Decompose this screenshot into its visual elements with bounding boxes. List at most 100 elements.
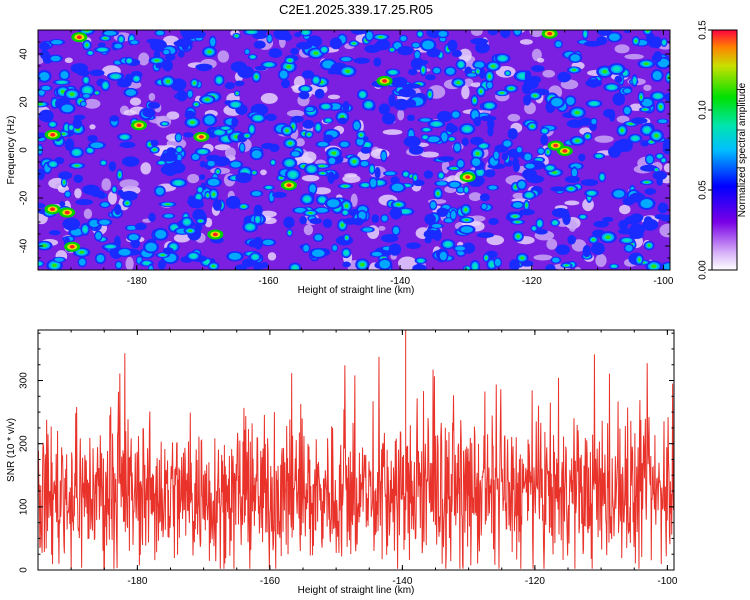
spectrogram-blob [183, 227, 198, 235]
spectrogram-blob [451, 49, 462, 58]
spectrogram-blob [111, 185, 118, 194]
spectrogram-blob [117, 189, 124, 196]
spectrogram-low-patch [301, 174, 320, 182]
spectrogram-blob [289, 150, 302, 158]
spectrogram-blob [660, 37, 668, 47]
spectrogram-blob [650, 91, 666, 101]
spectrogram-blob [368, 176, 378, 190]
spectrogram-blob [447, 39, 458, 52]
spectrogram-blob [234, 90, 241, 97]
spectrogram-blob [254, 65, 267, 71]
spectrogram-blob [388, 46, 396, 53]
spectrogram-blob [482, 253, 490, 263]
spectrogram-blob [338, 56, 354, 63]
spectrogram-blob [337, 117, 348, 125]
spectrogram-blob [599, 231, 617, 244]
spectrogram-blob [476, 232, 495, 239]
spectrogram-blob [323, 134, 334, 143]
spectrogram-blob [564, 175, 581, 184]
spectrogram-blobs [38, 30, 670, 270]
spectrogram-blob [385, 68, 401, 77]
spectrogram-blob [582, 244, 591, 258]
spectrogram-blob [436, 30, 450, 39]
spectrogram-blob [268, 190, 275, 204]
spectrogram-blob [596, 35, 608, 46]
spectrogram-blob [64, 190, 72, 198]
spectrogram-blob [611, 188, 627, 200]
spectrogram-blob [479, 193, 490, 202]
spectrogram-blob [554, 39, 563, 49]
spectrogram-low-patch [119, 179, 139, 189]
spectrogram-blob [232, 32, 241, 39]
spectrogram-blob [419, 63, 427, 77]
spectrogram-blob [307, 182, 318, 195]
spectrogram-blob [94, 230, 103, 242]
spectrogram-low-patch [397, 256, 417, 270]
spectrogram-x-label: Height of straight line (km) [298, 285, 415, 296]
spectrogram-blob [612, 92, 626, 106]
spectrogram-blob [635, 254, 644, 266]
spectrogram-blob [38, 109, 54, 123]
spectrogram-blob [560, 262, 573, 268]
spectrogram-blob [570, 166, 579, 179]
spectrogram-blob [248, 239, 260, 248]
spectrogram-blob [160, 75, 176, 88]
spectrogram-blob [512, 162, 520, 173]
spectrogram-low-patch [594, 135, 614, 143]
spectrogram-blob [299, 216, 307, 225]
snr-x-label: Height of straight line (km) [298, 585, 415, 596]
spectrogram-blob [249, 190, 264, 198]
spectrogram-blob [653, 51, 662, 63]
spectrogram-blob [82, 75, 91, 85]
spectrogram-peak [459, 172, 476, 183]
spectrogram-blob [260, 238, 277, 247]
spectrogram-blob [390, 207, 403, 220]
snr-y-label: SNR (10 * v/v) [6, 418, 17, 482]
spectrogram-blob [81, 93, 92, 99]
spectrogram-blob [106, 72, 125, 81]
spectrogram-blob [329, 37, 343, 50]
spectrogram-blob [481, 100, 498, 111]
spectrogram-blob [420, 126, 433, 133]
spectrogram-blob [38, 101, 50, 108]
y-tick-label: 0 [19, 147, 30, 153]
spectrogram-blob [414, 257, 427, 265]
spectrogram-blob [154, 30, 166, 37]
spectrogram-blob [122, 198, 133, 208]
spectrogram-blob [356, 130, 366, 140]
spectrogram-blob [629, 231, 644, 240]
spectrogram-blob [524, 70, 532, 83]
spectrogram-blob [235, 172, 252, 184]
spectrogram-blob [302, 209, 319, 217]
spectrogram-low-patch [342, 174, 361, 183]
spectrogram-blob [536, 147, 546, 156]
spectrogram-peak [556, 145, 573, 156]
spectrogram-blob [630, 117, 648, 125]
spectrogram-blob [58, 171, 73, 180]
spectrogram-blob [582, 30, 589, 40]
spectrogram-low-patch [267, 252, 277, 261]
spectrogram-blob [175, 153, 183, 162]
spectrogram-blob [485, 61, 501, 72]
spectrogram-blob [429, 200, 438, 211]
spectrogram-blob [655, 100, 666, 113]
spectrogram-low-patch [350, 193, 358, 207]
spectrogram-blob [115, 247, 134, 258]
spectrogram-low-patch [173, 233, 191, 243]
spectrogram-blob [238, 142, 246, 154]
x-tick-label: -160 [260, 576, 280, 587]
spectrogram-blob [272, 191, 287, 199]
spectrogram-blob [543, 164, 557, 172]
spectrogram-blob [480, 202, 488, 211]
spectrogram-blob [52, 79, 71, 86]
spectrogram-blob [451, 77, 466, 88]
spectrogram-blob [253, 213, 262, 226]
spectrogram-blob [582, 132, 593, 141]
spectrogram-low-patch [214, 144, 231, 151]
spectrogram-blob [112, 42, 124, 50]
spectrogram-blob [99, 159, 108, 167]
spectrogram-blob [156, 160, 167, 166]
spectrogram-blob [38, 240, 53, 251]
spectrogram-blob [437, 156, 455, 162]
spectrogram-blob [368, 163, 376, 175]
